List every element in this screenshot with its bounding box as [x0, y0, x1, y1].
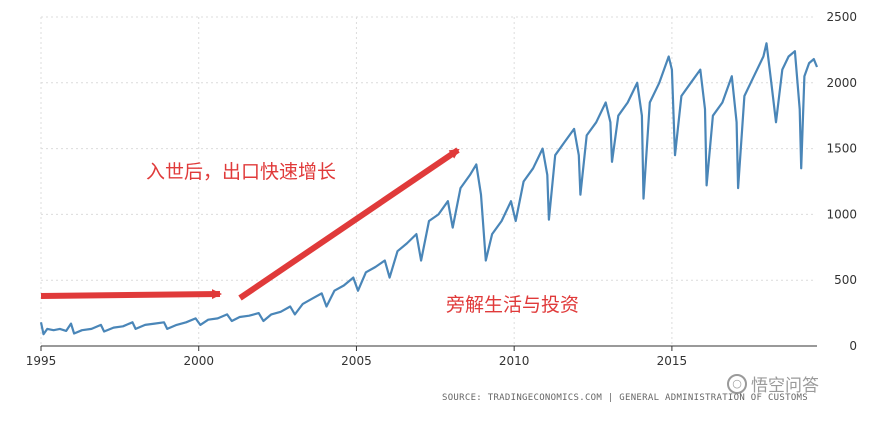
y-tick-label: 0: [849, 339, 857, 353]
annotation-arrow-flat: [40, 289, 222, 300]
watermark-label: 悟空问答: [751, 376, 819, 396]
x-tick-label: 2015: [657, 354, 688, 368]
watermark: ○ 悟空问答: [727, 371, 819, 396]
y-tick-label: 1000: [826, 207, 857, 221]
annotation-wto-export-growth: 入世后，出口快速增长: [146, 161, 337, 183]
series-line: [39, 42, 819, 336]
annotation-arrow-rising: [238, 147, 460, 301]
x-tick-label: 1995: [26, 354, 57, 368]
x-tick-label: 2005: [341, 354, 372, 368]
x-tick-label: 2010: [499, 354, 530, 368]
annotation-bottom-text: 旁解生活与投资: [446, 294, 580, 316]
y-tick-label: 2500: [826, 10, 857, 24]
grid: [40, 16, 815, 346]
y-tick-label: 500: [834, 273, 857, 287]
y-tick-label: 2000: [826, 76, 857, 90]
x-axis: 0 500 1000 1500 2000 2500 1995 2000 2005 2010 2015: [26, 10, 857, 368]
y-tick-label: 1500: [826, 142, 857, 156]
chat-bubble-icon: ○: [727, 373, 747, 394]
x-tick-label: 2000: [183, 354, 214, 368]
annotation-arrows: [40, 147, 460, 301]
source-note: SOURCE: TRADINGECONOMICS.COM | GENERAL A…: [442, 393, 808, 403]
series-layer: [39, 42, 819, 336]
